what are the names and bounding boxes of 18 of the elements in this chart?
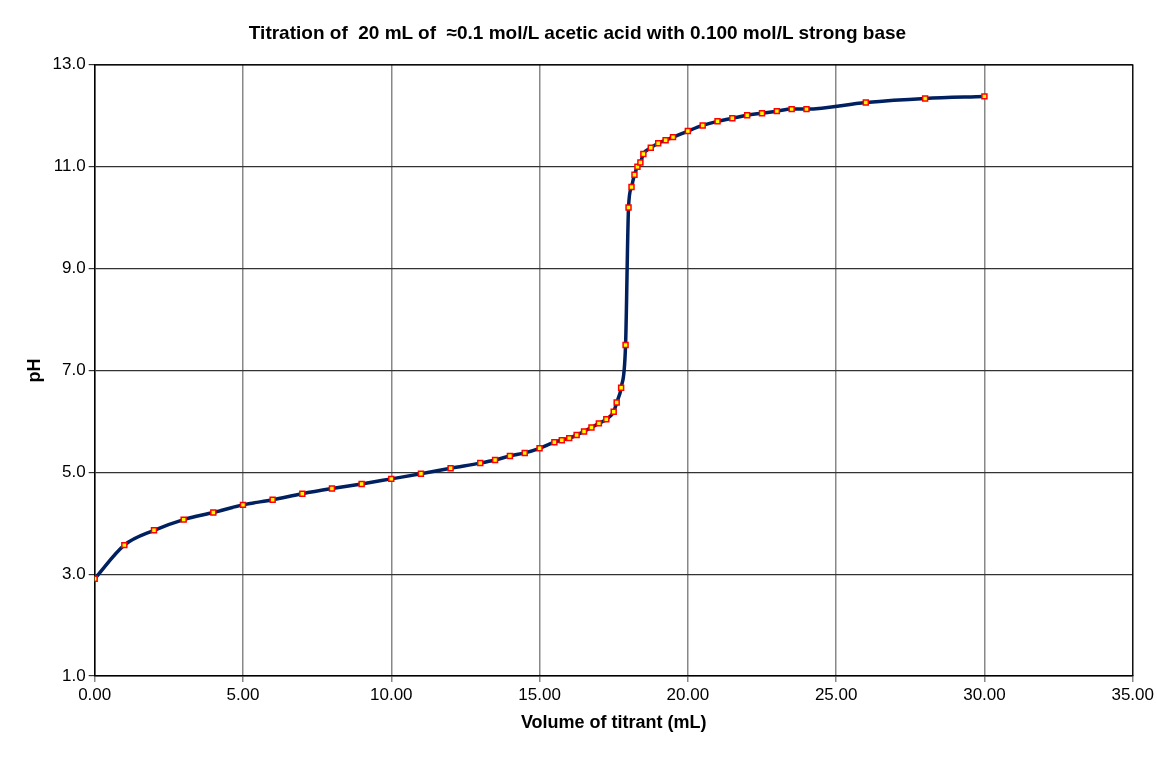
x-tick-label: 5.00 [226,684,260,704]
y-tick-label: 11.0 [53,156,86,176]
x-tick-label: 20.00 [666,684,710,704]
y-tick-label: 7.0 [62,360,86,380]
y-tick-label: 1.0 [62,665,86,685]
y-tick-label: 3.0 [62,563,86,583]
y-tick-label: 5.0 [62,461,86,481]
x-tick-label: 25.00 [814,684,858,704]
y-axis-title: pH [23,358,44,383]
y-tick-label: 13.0 [52,54,86,74]
x-tick-label: 30.00 [963,684,1006,704]
x-axis-title: Volume of titrant (mL) [520,712,707,733]
x-tick-label: 35.00 [1111,684,1154,704]
x-tick-label: 15.00 [518,684,561,704]
x-tick-label: 0.00 [78,684,112,704]
y-tick-label: 9.0 [62,258,86,278]
chart-title: Titration of 20 mL of ≈0.1 mol/L acetic acid with 0.100 mol/L strong base [248,21,907,43]
x-tick-label: 10.00 [370,684,413,704]
